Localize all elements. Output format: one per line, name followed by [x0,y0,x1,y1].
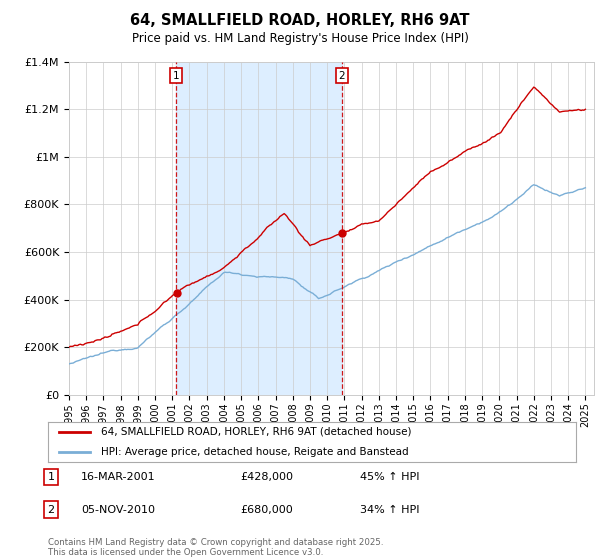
Text: Price paid vs. HM Land Registry's House Price Index (HPI): Price paid vs. HM Land Registry's House … [131,32,469,45]
Text: £428,000: £428,000 [240,472,293,482]
Text: 16-MAR-2001: 16-MAR-2001 [81,472,155,482]
Text: Contains HM Land Registry data © Crown copyright and database right 2025.
This d: Contains HM Land Registry data © Crown c… [48,538,383,557]
Text: 2: 2 [338,71,345,81]
Text: 45% ↑ HPI: 45% ↑ HPI [360,472,419,482]
Text: 64, SMALLFIELD ROAD, HORLEY, RH6 9AT (detached house): 64, SMALLFIELD ROAD, HORLEY, RH6 9AT (de… [101,427,412,437]
Text: 34% ↑ HPI: 34% ↑ HPI [360,505,419,515]
Text: HPI: Average price, detached house, Reigate and Banstead: HPI: Average price, detached house, Reig… [101,447,409,457]
Text: 1: 1 [47,472,55,482]
Bar [176,62,342,395]
Text: £680,000: £680,000 [240,505,293,515]
Text: 1: 1 [173,71,179,81]
Text: 2: 2 [47,505,55,515]
Text: 64, SMALLFIELD ROAD, HORLEY, RH6 9AT: 64, SMALLFIELD ROAD, HORLEY, RH6 9AT [130,13,470,28]
Text: 05-NOV-2010: 05-NOV-2010 [81,505,155,515]
